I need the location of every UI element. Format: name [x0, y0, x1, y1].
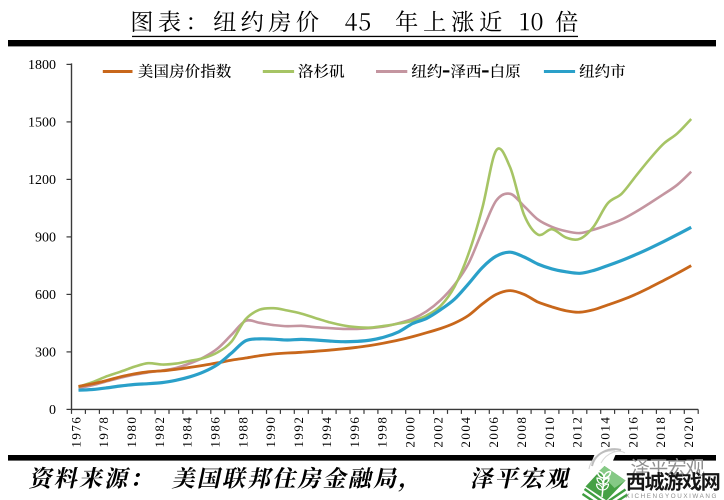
svg-text:1986: 1986: [208, 416, 223, 448]
svg-text:2020: 2020: [681, 416, 696, 448]
svg-text:2010: 2010: [542, 416, 557, 448]
svg-text:1200: 1200: [28, 173, 56, 188]
svg-text:1800: 1800: [28, 58, 56, 73]
svg-text:2018: 2018: [653, 416, 668, 448]
svg-text:1982: 1982: [152, 416, 167, 448]
svg-text:1976: 1976: [68, 416, 83, 448]
svg-text:1994: 1994: [319, 416, 334, 448]
svg-text:1978: 1978: [96, 416, 111, 448]
svg-text:1984: 1984: [180, 416, 195, 448]
svg-text:2004: 2004: [458, 416, 473, 448]
svg-text:1996: 1996: [347, 416, 362, 448]
svg-text:600: 600: [35, 288, 56, 303]
svg-text:1990: 1990: [263, 416, 278, 448]
svg-text:1998: 1998: [375, 416, 390, 448]
svg-text:900: 900: [35, 231, 56, 246]
svg-text:1980: 1980: [124, 416, 139, 448]
svg-text:2000: 2000: [403, 416, 418, 448]
svg-text:2006: 2006: [486, 416, 501, 448]
svg-text:2012: 2012: [570, 416, 585, 448]
svg-text:1992: 1992: [291, 416, 306, 448]
svg-text:2002: 2002: [430, 416, 445, 448]
svg-text:1500: 1500: [28, 116, 56, 131]
svg-text:2016: 2016: [625, 416, 640, 448]
svg-text:2008: 2008: [514, 416, 529, 448]
svg-text:1988: 1988: [235, 416, 250, 448]
svg-text:XICHENGYOUXIWANG: XICHENGYOUXIWANG: [626, 493, 718, 500]
svg-text:2014: 2014: [598, 416, 613, 448]
svg-text:300: 300: [35, 346, 56, 361]
svg-text:0: 0: [49, 403, 56, 418]
